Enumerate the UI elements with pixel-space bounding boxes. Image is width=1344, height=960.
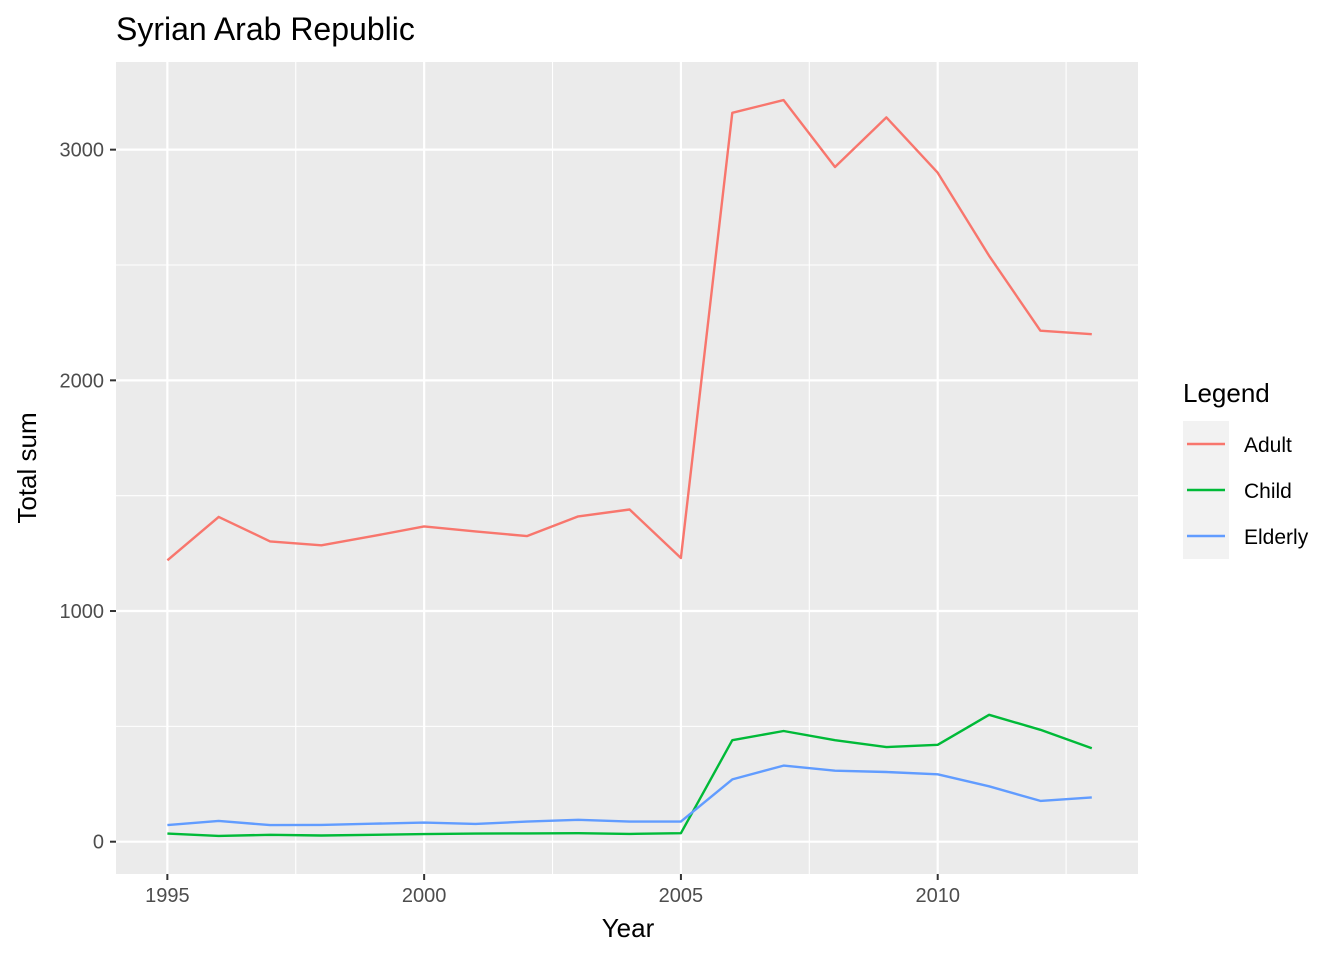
legend-label-adult: Adult: [1244, 434, 1292, 457]
y-tick-label: 3000: [60, 140, 105, 162]
y-axis: 0 1000 2000 3000: [60, 140, 116, 854]
x-tick-label: 1995: [145, 885, 190, 907]
x-axis-title: Year: [602, 913, 655, 943]
x-tick-label: 2005: [659, 885, 704, 907]
legend-label-elderly: Elderly: [1244, 526, 1309, 549]
series-line-child: [167, 713, 1093, 838]
y-tick-label: 1000: [60, 601, 105, 623]
x-axis: 1995 2000 2005 2010: [145, 874, 960, 907]
series-lines: [166, 98, 1093, 838]
minor-gridlines: [116, 62, 1138, 874]
plot-panel: [116, 62, 1138, 874]
x-tick-label: 2000: [402, 885, 447, 907]
y-tick-label: 0: [93, 832, 104, 854]
chart-title: Syrian Arab Republic: [116, 11, 415, 47]
legend-title: Legend: [1183, 378, 1270, 408]
series-line-elderly: [167, 764, 1092, 827]
legend-label-child: Child: [1244, 480, 1292, 503]
y-axis-title: Total sum: [12, 412, 42, 523]
x-tick-label: 2010: [915, 885, 960, 907]
major-gridlines: [116, 62, 1138, 874]
legend: Legend Adult Child Elderly: [1183, 378, 1309, 559]
series-line-adult: [166, 98, 1092, 562]
y-tick-label: 2000: [60, 370, 105, 392]
